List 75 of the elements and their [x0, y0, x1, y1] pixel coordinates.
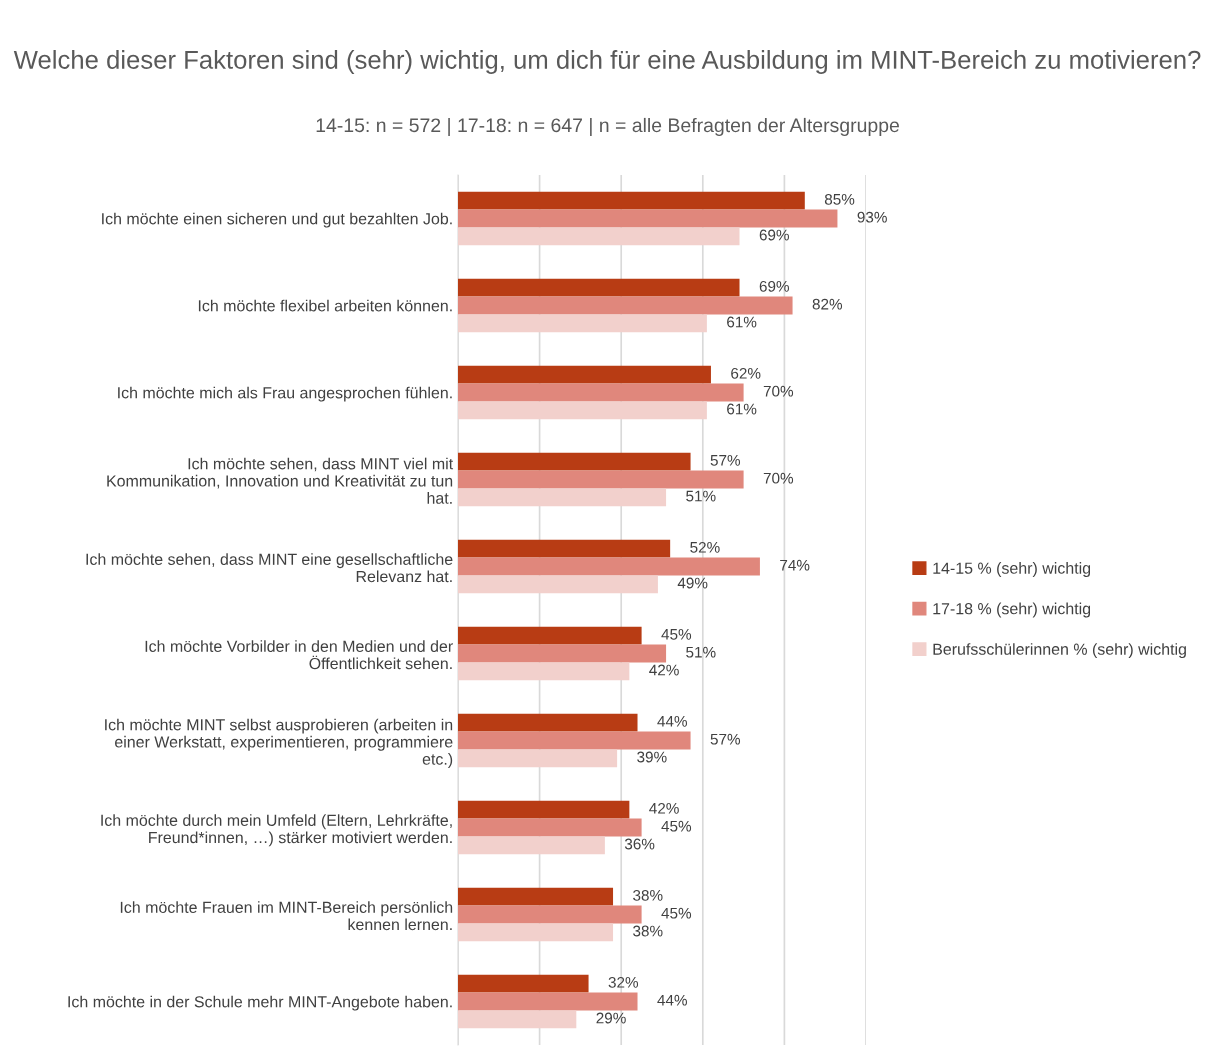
bar: [458, 557, 760, 576]
bar: [458, 923, 614, 942]
data-label: 45%: [661, 907, 692, 919]
data-label: 51%: [686, 646, 716, 658]
data-label: 69%: [759, 229, 789, 241]
bar: [458, 626, 642, 645]
bar: [458, 470, 744, 489]
data-label: 39%: [637, 751, 667, 763]
bar: [458, 644, 667, 663]
y-tick-label: Ich möchte sehen, dass MINT eine gesellschaftliche Relevanz hat.: [86, 553, 453, 583]
y-tick-label: Ich möchte sehen, dass MINT viel mit Kommunikation, Innovation und Kreativität zu tun hat.: [107, 457, 454, 504]
data-label: 51%: [686, 490, 716, 502]
data-label: 57%: [710, 733, 741, 745]
y-tick-label: Ich möchte flexibel arbeiten können.: [198, 299, 452, 312]
data-label: 69%: [759, 280, 789, 292]
data-label: 42%: [649, 802, 679, 814]
data-label: 74%: [780, 559, 810, 571]
chart-subtitle: 14-15: n = 572 | 17-18: n = 647 | n = alle Befragten der Altersgruppe: [316, 117, 899, 137]
bar: [458, 1010, 577, 1029]
data-label: 38%: [633, 925, 663, 937]
data-label: 45%: [661, 629, 692, 640]
y-tick-label: Ich möchte mich als Frau angesprochen fühlen.: [118, 386, 452, 402]
data-label: 61%: [727, 403, 757, 415]
bar: [458, 296, 793, 315]
bar: [458, 365, 711, 384]
data-label: 49%: [677, 577, 708, 589]
data-label: 61%: [727, 316, 757, 328]
bar: [458, 662, 630, 681]
y-tick-label: Ich möchte Frauen im MINT-Bereich persönlich kennen lernen.: [120, 901, 453, 931]
data-label: 93%: [857, 211, 887, 223]
y-tick-label: Ich möchte in der Schule mehr MINT-Angebote haben.: [68, 995, 452, 1011]
bar: [458, 452, 691, 471]
legend-label: 17-18 % (sehr) wichtig: [933, 602, 1091, 618]
bar: [458, 749, 618, 768]
data-label: 62%: [731, 367, 761, 379]
data-label: 36%: [624, 838, 655, 850]
bar: [458, 800, 630, 819]
data-label: 45%: [661, 820, 692, 832]
data-label: 85%: [824, 193, 855, 205]
bar: [458, 974, 589, 993]
y-tick-label: Ich möchte Vorbilder in den Medien und der Öffentlichkeit sehen.: [145, 640, 453, 670]
bar: [458, 401, 707, 420]
data-label: 38%: [633, 889, 663, 901]
bar: [458, 488, 667, 507]
y-tick-label: Ich möchte durch mein Umfeld (Eltern, Lehrkräfte, Freund*innen, …) stärker motiviert werden.: [101, 814, 452, 847]
data-label: 29%: [596, 1012, 626, 1024]
data-label: 57%: [710, 455, 741, 466]
y-tick-label: Ich möchte MINT selbst ausprobieren (arbeiten in einer Werkstatt, experimentieren, programmiere etc.): [105, 718, 453, 768]
bar: [458, 539, 671, 558]
bar: [458, 836, 605, 855]
bar: [458, 209, 838, 228]
bar: [458, 314, 707, 333]
bar: [458, 575, 658, 594]
data-label: 70%: [763, 385, 794, 397]
chart-title: Welche dieser Faktoren sind (sehr) wichtig, um dich für eine Ausbildung im MINT-Bereich zu motivieren?: [13, 50, 1201, 74]
data-label: 52%: [690, 541, 720, 553]
bar: [458, 818, 642, 837]
bar: [458, 713, 638, 732]
y-tick-label: Ich möchte einen sicheren und gut bezahlten Job.: [102, 212, 452, 228]
bar: [458, 191, 805, 210]
data-label: 82%: [812, 298, 843, 310]
bar: [458, 383, 744, 402]
legend-label: Berufsschülerinnen % (sehr) wichtig: [933, 643, 1186, 659]
data-label: 32%: [608, 976, 639, 988]
data-label: 44%: [657, 994, 687, 1006]
bar: [458, 731, 691, 750]
bar: [458, 227, 740, 246]
bar: [458, 278, 740, 297]
data-label: 70%: [763, 472, 794, 484]
bar: [458, 992, 638, 1011]
data-label: 42%: [649, 664, 679, 676]
data-label: 44%: [657, 716, 687, 727]
bar: [458, 905, 642, 924]
bar: [458, 887, 614, 906]
legend-label: 14-15 % (sehr) wichtig: [933, 562, 1091, 577]
